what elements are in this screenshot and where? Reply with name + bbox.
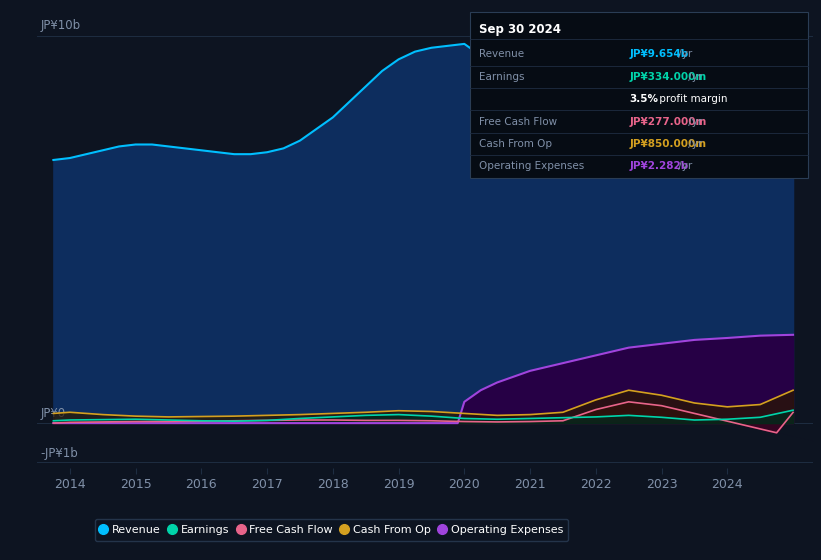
Text: -JP¥1b: -JP¥1b — [40, 447, 78, 460]
Text: /yr: /yr — [685, 116, 702, 127]
Text: Cash From Op: Cash From Op — [479, 139, 553, 149]
Text: profit margin: profit margin — [656, 94, 727, 104]
Text: 3.5%: 3.5% — [630, 94, 658, 104]
Text: Revenue: Revenue — [479, 49, 525, 59]
Text: Operating Expenses: Operating Expenses — [479, 161, 585, 171]
Text: JP¥334.000m: JP¥334.000m — [630, 72, 707, 82]
Text: /yr: /yr — [685, 72, 702, 82]
Text: /yr: /yr — [685, 139, 702, 149]
Text: JP¥277.000m: JP¥277.000m — [630, 116, 707, 127]
Legend: Revenue, Earnings, Free Cash Flow, Cash From Op, Operating Expenses: Revenue, Earnings, Free Cash Flow, Cash … — [95, 519, 568, 541]
Text: JP¥9.654b: JP¥9.654b — [630, 49, 689, 59]
Text: JP¥10b: JP¥10b — [40, 19, 80, 32]
Text: Free Cash Flow: Free Cash Flow — [479, 116, 557, 127]
Text: JP¥2.282b: JP¥2.282b — [630, 161, 689, 171]
Text: /yr: /yr — [675, 49, 692, 59]
Text: /yr: /yr — [675, 161, 692, 171]
Text: JP¥0: JP¥0 — [40, 407, 66, 420]
Text: Sep 30 2024: Sep 30 2024 — [479, 22, 562, 36]
Text: JP¥850.000m: JP¥850.000m — [630, 139, 707, 149]
Text: Earnings: Earnings — [479, 72, 525, 82]
